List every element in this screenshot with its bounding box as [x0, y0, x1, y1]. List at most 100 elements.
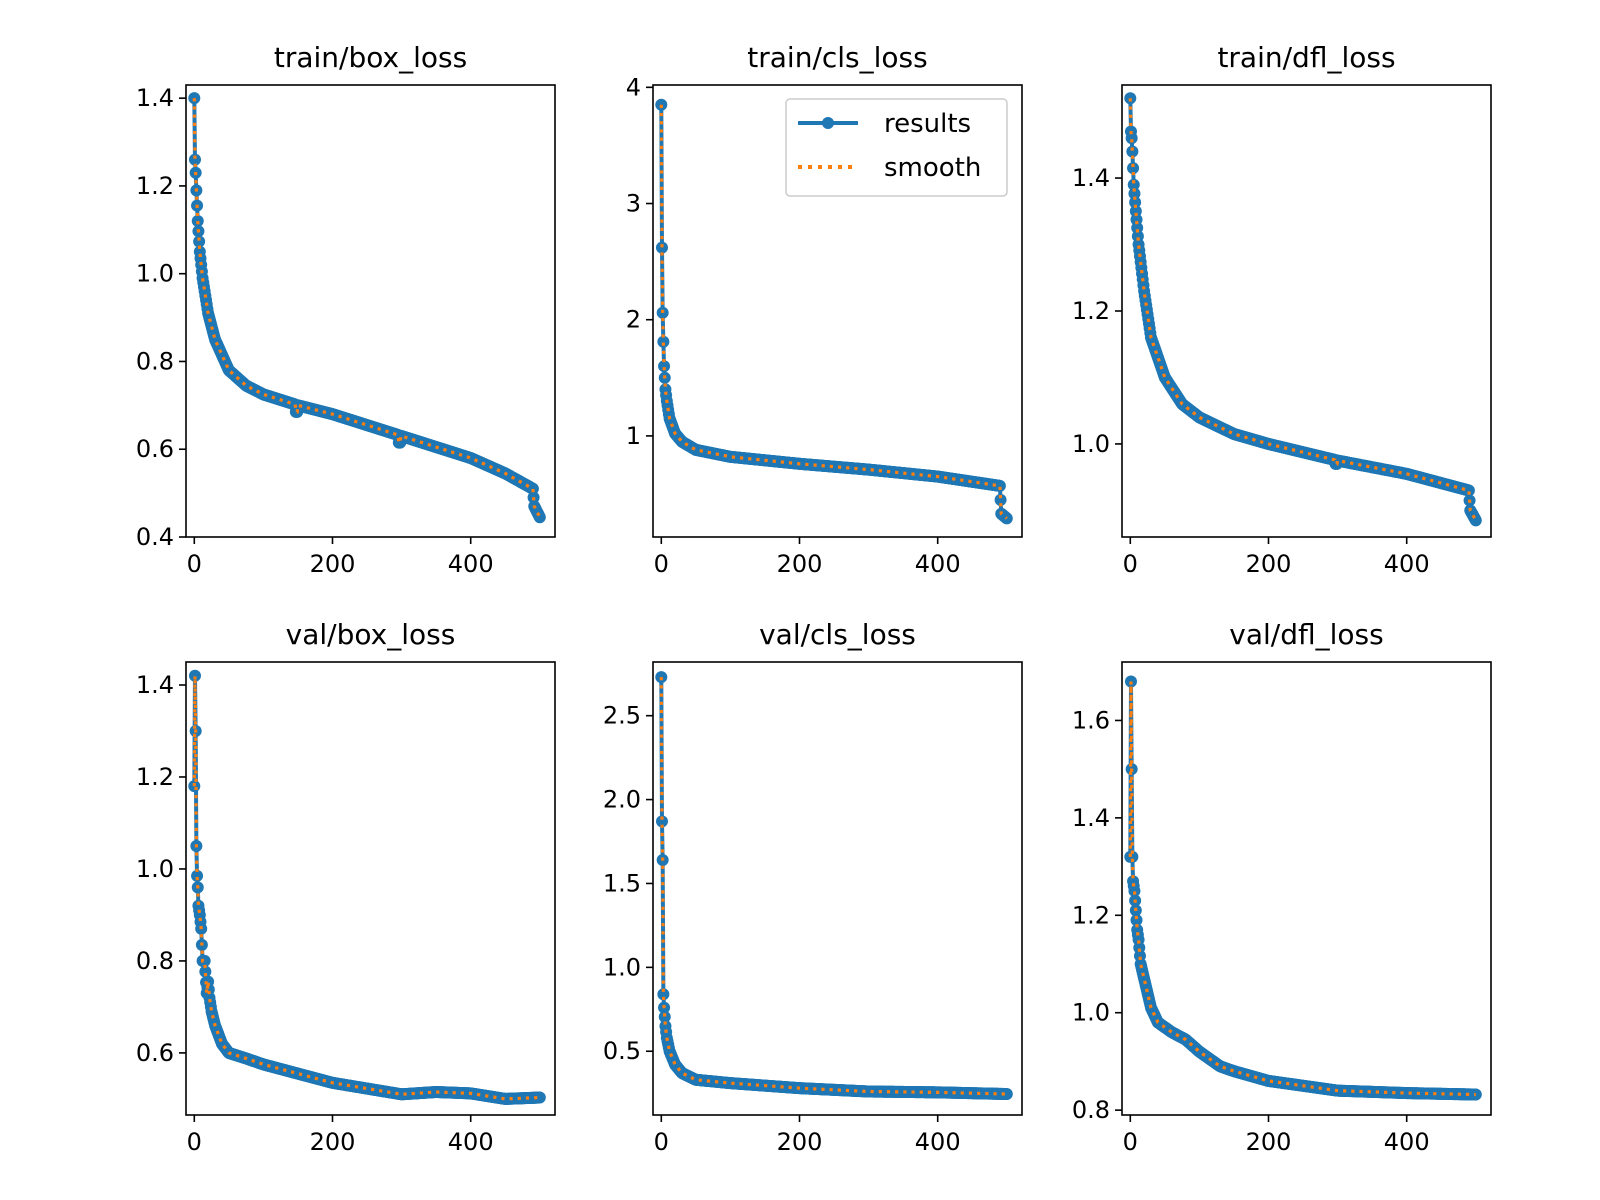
x-tick-label: 400 [448, 1128, 494, 1156]
legend-results-marker [822, 117, 834, 129]
results-point [199, 965, 212, 978]
y-tick-label: 1.4 [1072, 164, 1110, 192]
results-point [1128, 187, 1141, 200]
results-point [188, 669, 201, 682]
axes-frame [1121, 84, 1492, 538]
results-point [655, 241, 668, 254]
smooth-line [659, 104, 1008, 520]
y-tick-label: 1.6 [1072, 706, 1110, 734]
y-tick-label: 1.2 [1072, 901, 1110, 929]
results-point [1129, 196, 1142, 209]
y-tick-label: 4 [626, 73, 641, 101]
subplot-title: val/cls_loss [759, 618, 916, 651]
y-tick-label: 1 [626, 422, 641, 450]
results-point [1125, 132, 1138, 145]
results-line [659, 677, 1009, 1097]
results-point [188, 153, 201, 166]
results-point [191, 215, 204, 228]
results-point [1130, 914, 1143, 927]
results-point [1128, 884, 1141, 897]
x-tick-label: 400 [448, 550, 494, 578]
y-tick-label: 3 [626, 190, 641, 218]
subplot-train-cls_loss: train/cls_loss 0 200 400 1 2 3 4 results smooth [626, 41, 1023, 578]
results-point [994, 493, 1007, 506]
results-point [993, 479, 1006, 492]
y-tick-label: 1.0 [136, 260, 174, 288]
x-tick-label: 200 [1246, 1128, 1292, 1156]
results-markers [188, 92, 546, 524]
results-point [1126, 145, 1139, 158]
subplot-title: train/dfl_loss [1217, 41, 1395, 74]
results-point [658, 360, 671, 373]
subplot-title: val/dfl_loss [1229, 618, 1383, 651]
y-tick-label: 1.2 [136, 172, 174, 200]
x-tick-label: 0 [1123, 1128, 1138, 1156]
x-tick-label: 0 [187, 1128, 202, 1156]
x-tick-label: 200 [310, 1128, 356, 1156]
results-point [1469, 514, 1482, 527]
axes-frame [652, 661, 1023, 1116]
y-tick-label: 1.4 [1072, 804, 1110, 832]
results-markers [655, 671, 1013, 1101]
y-tick-label: 1.4 [136, 671, 174, 699]
x-tick-label: 400 [1384, 550, 1430, 578]
y-tick-label: 0.6 [136, 1039, 174, 1067]
x-tick-label: 0 [1123, 550, 1138, 578]
subplot-title: train/cls_loss [747, 41, 927, 74]
y-tick-label: 0.5 [603, 1037, 641, 1065]
axes-frame [185, 661, 556, 1116]
y-tick-label: 0.8 [136, 947, 174, 975]
results-point [533, 511, 546, 524]
x-tick-label: 200 [310, 550, 356, 578]
x-tick-label: 400 [915, 550, 961, 578]
results-point [1127, 162, 1140, 175]
results-point [526, 482, 539, 495]
y-tick-label: 0.8 [136, 347, 174, 375]
axes-frame [185, 84, 556, 538]
x-tick-label: 400 [1384, 1128, 1430, 1156]
results-point [191, 869, 204, 882]
y-tick-label: 2.0 [603, 786, 641, 814]
y-tick-label: 0.8 [1072, 1096, 1110, 1124]
results-point [533, 1091, 546, 1104]
results-point [657, 988, 670, 1001]
x-tick-label: 0 [187, 550, 202, 578]
y-tick-label: 2 [626, 306, 641, 334]
smooth-line [659, 677, 1007, 1096]
results-point [1462, 484, 1475, 497]
subplot-val-dfl_loss: val/dfl_loss 0 200 400 0.8 1.0 1.2 1.4 1.6 [1072, 618, 1492, 1156]
results-markers [1124, 92, 1482, 527]
results-point [1127, 178, 1140, 191]
y-tick-label: 1.0 [1072, 999, 1110, 1027]
x-tick-label: 200 [777, 550, 823, 578]
x-tick-label: 200 [777, 1128, 823, 1156]
y-tick-label: 1.0 [1072, 430, 1110, 458]
results-point [657, 335, 670, 348]
results-markers [188, 669, 546, 1105]
x-tick-label: 200 [1246, 550, 1292, 578]
results-point [198, 954, 211, 967]
subplot-val-box_loss: val/box_loss 0 200 400 0.6 0.8 1.0 1.2 1.4 [136, 618, 556, 1156]
y-tick-label: 0.4 [136, 523, 174, 551]
y-tick-label: 1.0 [603, 953, 641, 981]
y-tick-label: 1.0 [136, 855, 174, 883]
subplot-title: val/box_loss [286, 618, 456, 651]
x-tick-label: 0 [654, 550, 669, 578]
x-tick-label: 400 [915, 1128, 961, 1156]
results-line [192, 673, 542, 1101]
smooth-line [1128, 98, 1478, 522]
subplot-train-box_loss: train/box_loss 0 200 400 0.4 0.6 0.8 1.0 1.2 1.4 [136, 41, 556, 578]
y-tick-label: 1.2 [1072, 297, 1110, 325]
results-line [192, 98, 542, 519]
subplot-train-dfl_loss: train/dfl_loss 0 200 400 1.0 1.2 1.4 [1072, 41, 1492, 578]
results-point [1000, 1088, 1013, 1101]
smooth-line [1128, 681, 1476, 1097]
subplot-val-cls_loss: val/cls_loss 0 200 400 0.5 1.0 1.5 2.0 2.5 [603, 618, 1023, 1156]
legend: results smooth [785, 98, 1008, 197]
subplot-title: train/box_loss [274, 41, 467, 74]
y-tick-label: 2.5 [603, 702, 641, 730]
legend-results-label: results [884, 109, 971, 139]
smooth-line [192, 98, 542, 518]
axes-frame [1121, 661, 1492, 1116]
